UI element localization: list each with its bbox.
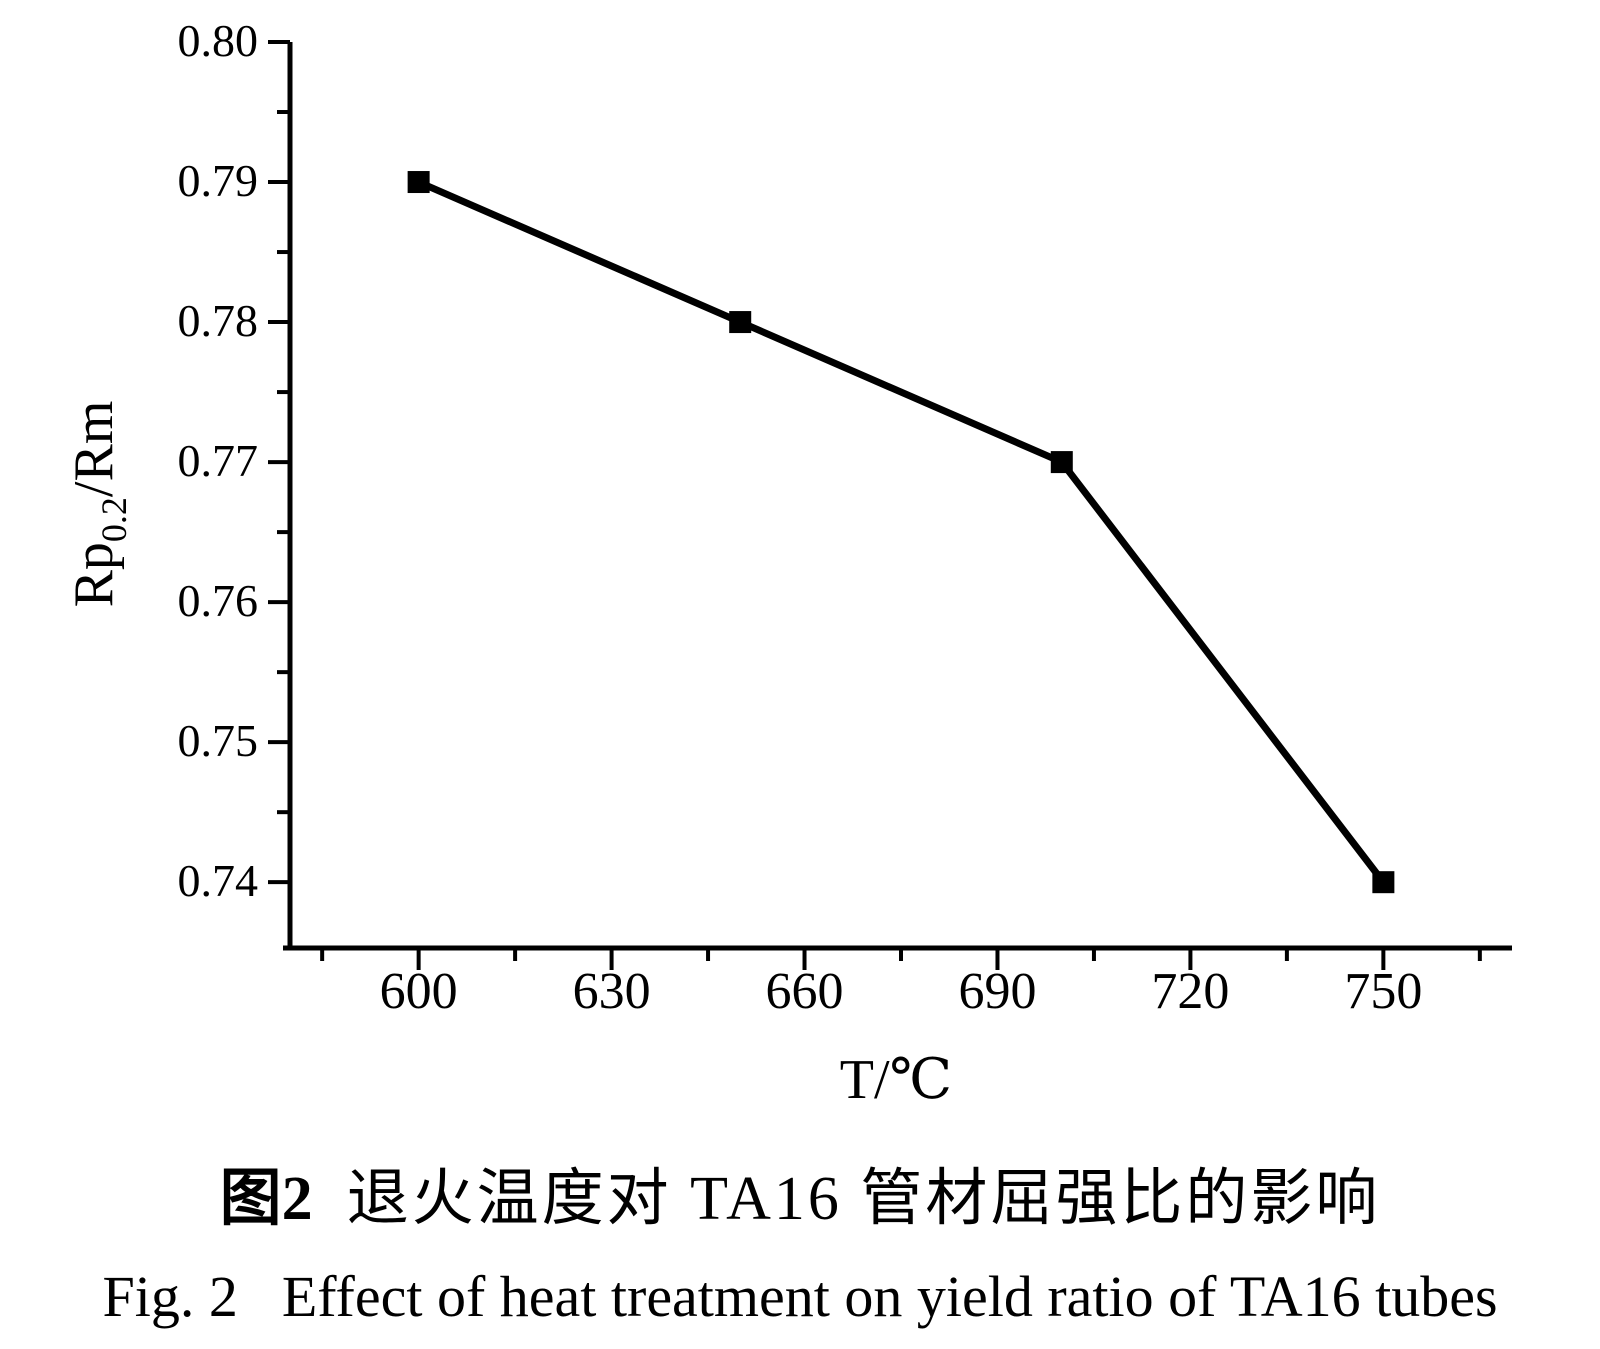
line-chart: 600 630 660 690 720 750 0.74 0.75 0.76 0.77 0.78 0.…: [63, 15, 1512, 1111]
caption-zh-text: 退火温度对 TA16 管材屈强比的影响: [346, 1165, 1381, 1233]
caption-zh-label: 图2: [219, 1165, 313, 1233]
x-tick-label: 690: [958, 963, 1036, 1020]
y-tick-label: 0.79: [178, 155, 259, 206]
caption-en-label: Fig. 2: [102, 1264, 238, 1329]
x-tick-label: 630: [573, 963, 651, 1020]
y-tick-label: 0.80: [178, 15, 259, 66]
x-tick-label: 720: [1151, 963, 1229, 1020]
x-tick-label: 660: [766, 963, 844, 1020]
x-tick-label: 600: [380, 963, 458, 1020]
y-tick-label: 0.78: [178, 295, 259, 346]
data-point-marker: [729, 311, 752, 334]
caption-en: Fig. 2 Effect of heat treatment on yield …: [0, 1268, 1600, 1326]
caption-en-text: Effect of heat treatment on yield ratio …: [281, 1264, 1498, 1329]
data-point-marker: [1372, 871, 1395, 894]
x-tick-label: 750: [1344, 963, 1422, 1020]
data-line: [417, 178, 1387, 885]
x-axis-title: T/℃: [840, 1049, 952, 1111]
y-tick-label: 0.75: [178, 715, 259, 766]
y-tick-label: 0.77: [178, 435, 259, 486]
data-point-marker: [407, 171, 430, 194]
y-tick-label: 0.74: [178, 855, 259, 906]
data-point-marker: [1050, 451, 1073, 474]
caption-zh: 图2 退火温度对 TA16 管材屈强比的影响: [0, 1168, 1600, 1230]
y-axis-title: Rp0.2/Rm: [63, 401, 134, 608]
y-tick-label: 0.76: [178, 575, 259, 626]
